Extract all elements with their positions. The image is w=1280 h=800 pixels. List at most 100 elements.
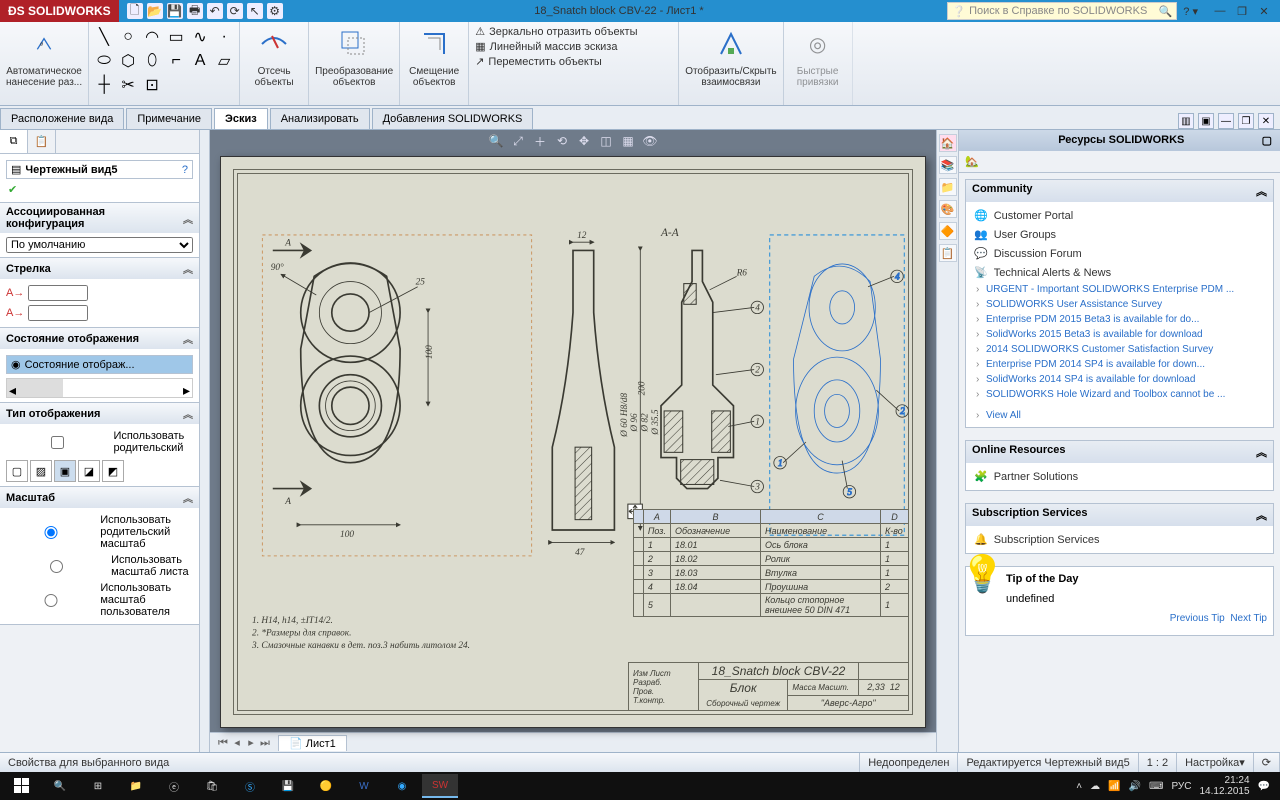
zoom-area-icon[interactable]: ⤢	[509, 132, 527, 150]
volume-icon[interactable]: 🔊	[1129, 781, 1141, 792]
user-groups-link[interactable]: 👥User Groups	[974, 225, 1265, 244]
zoom-fit-icon[interactable]: 🔍	[487, 132, 505, 150]
display-state-item[interactable]: ◉ Состояние отображ...	[6, 355, 193, 374]
yandex-icon[interactable]: 🟡	[308, 774, 344, 798]
news-item[interactable]: Enterprise PDM 2015 Beta3 is available f…	[974, 312, 1265, 327]
taskview-icon[interactable]: ⊞	[80, 774, 116, 798]
graphics-area[interactable]: 🔍 ⤢ ＋ ⟲ ✥ ◫ ▦ 👁	[210, 130, 936, 752]
ribbon-linear-pattern[interactable]: ▦Линейный массив эскиза	[475, 39, 617, 54]
status-custom[interactable]: Настройка ▾	[1177, 753, 1254, 772]
close-button[interactable]: ✕	[1254, 3, 1274, 19]
scale-sheet-radio[interactable]: Использовать масштаб листа	[6, 552, 193, 580]
search-taskbar-icon[interactable]: 🔍	[42, 774, 78, 798]
tab-view-layout[interactable]: Расположение вида	[0, 108, 124, 129]
scroll-left-icon[interactable]: ◂	[9, 382, 16, 399]
tray-expand-icon[interactable]: ˄	[1076, 781, 1082, 792]
sheet-tab-1[interactable]: 📄 Лист1	[278, 735, 347, 751]
collapse-icon[interactable]: ︽	[183, 211, 193, 226]
open-icon[interactable]: 📂	[147, 3, 163, 19]
home-icon[interactable]: 🏡	[965, 155, 979, 168]
news-item[interactable]: SolidWorks 2015 Beta3 is available for d…	[974, 327, 1265, 342]
news-item[interactable]: SOLIDWORKS Hole Wizard and Toolbox canno…	[974, 387, 1265, 402]
view-all-link[interactable]: View All	[974, 408, 1265, 423]
tab-annotation[interactable]: Примечание	[126, 108, 212, 129]
title-block[interactable]: Изм ЛистРазраб.Пров.Т.контр. 18_Snatch b…	[628, 662, 909, 711]
kompas-icon[interactable]: ◉	[384, 774, 420, 798]
rebuild-icon[interactable]: ⟳	[227, 3, 243, 19]
fillet-icon[interactable]: ⌐	[165, 50, 187, 72]
construction-icon[interactable]: ⊡	[141, 74, 163, 96]
word-icon[interactable]: W	[346, 774, 382, 798]
discussion-forum-link[interactable]: 💬Discussion Forum	[974, 244, 1265, 263]
news-item[interactable]: 2014 SOLIDWORKS Customer Satisfaction Su…	[974, 342, 1265, 357]
ribbon-quick-snaps[interactable]: ◎ Быстрые привязки	[784, 22, 853, 105]
arrow-dim-1[interactable]	[28, 285, 88, 301]
news-item[interactable]: SOLIDWORKS User Assistance Survey	[974, 297, 1265, 312]
circle-icon[interactable]: ○	[117, 26, 139, 48]
ribbon-convert-entities[interactable]: Преобразование объектов	[309, 22, 400, 105]
bom-table[interactable]: ABCD Поз.ОбозначениеНаименованиеК-во 118…	[633, 509, 909, 617]
scale-parent-radio[interactable]: Использовать родительский масштаб	[6, 512, 193, 552]
help-pin-icon[interactable]: ?	[182, 164, 188, 176]
ribbon-display-relations[interactable]: Отобразить/Скрыть взаимосвязи	[679, 22, 783, 105]
ribbon-mirror[interactable]: ⚠Зеркально отразить объекты	[475, 24, 637, 39]
language-indicator[interactable]: РУС	[1171, 781, 1191, 792]
slot-icon[interactable]: ⬭	[93, 50, 115, 72]
left-splitter[interactable]	[200, 130, 210, 752]
point-icon[interactable]: ·	[213, 26, 235, 48]
taskbar-clock[interactable]: 21:2414.12.2015	[1199, 775, 1249, 797]
pan-icon[interactable]: ✥	[575, 132, 593, 150]
new-icon[interactable]: 🗋	[127, 3, 143, 19]
doc-minimize-icon[interactable]: —	[1218, 113, 1234, 129]
collapse-icon[interactable]: ︽	[183, 490, 193, 505]
drawing-view-item[interactable]: ▤ Чертежный вид5 ?	[6, 160, 193, 179]
print-icon[interactable]: 🖶	[187, 3, 203, 19]
news-item[interactable]: SolidWorks 2014 SP4 is available for dow…	[974, 372, 1265, 387]
section-icon[interactable]: ◫	[597, 132, 615, 150]
save-app-icon[interactable]: 💾	[270, 774, 306, 798]
tab-evaluate[interactable]: Анализировать	[270, 108, 370, 129]
select-icon[interactable]: ↖	[247, 3, 263, 19]
tab-addins[interactable]: Добавления SOLIDWORKS	[372, 108, 534, 129]
collapse-icon[interactable]: ︽	[183, 261, 193, 276]
arrow-dim-2[interactable]	[28, 305, 88, 321]
ellipse-icon[interactable]: ⬯	[141, 50, 163, 72]
explorer-icon[interactable]: 📁	[118, 774, 154, 798]
text-icon[interactable]: A	[189, 50, 211, 72]
display-style-icon[interactable]: ▦	[619, 132, 637, 150]
use-parent-display-checkbox[interactable]: Использовать родительский	[6, 428, 193, 456]
maximize-button[interactable]: ❐	[1232, 3, 1252, 19]
minimize-button[interactable]: —	[1210, 3, 1230, 19]
ribbon-sketch-tools[interactable]: ╲ ○ ◠ ▭ ∿ · ⬭ ⬡ ⬯ ⌐ A ▱ ┼ ✂ ⊡	[89, 22, 240, 105]
collapse-icon[interactable]: ︽	[183, 406, 193, 421]
help-dropdown[interactable]: ? ▾	[1177, 5, 1204, 18]
sheet-first-icon[interactable]: ⏮	[216, 737, 230, 750]
rotate-icon[interactable]: ⟲	[553, 132, 571, 150]
keyboard-icon[interactable]: ⌨	[1149, 781, 1163, 792]
plane-icon[interactable]: ▱	[213, 50, 235, 72]
solidworks-taskbar-icon[interactable]: SW	[422, 774, 458, 798]
spline-icon[interactable]: ∿	[189, 26, 211, 48]
scroll-right-icon[interactable]: ▸	[183, 382, 190, 399]
ribbon-move-entities[interactable]: ↗Переместить объекты	[475, 54, 602, 69]
view-palette-tab-icon[interactable]: 🎨	[939, 200, 957, 218]
ribbon-group-smart-dimension[interactable]: ø Автоматическое нанесение раз...	[0, 22, 89, 105]
shaded-icon[interactable]: ◩	[102, 460, 124, 482]
polygon-icon[interactable]: ⬡	[117, 50, 139, 72]
start-button[interactable]	[4, 774, 40, 798]
technical-alerts-link[interactable]: 📡Technical Alerts & News	[974, 263, 1265, 282]
action-center-icon[interactable]: 💬	[1258, 781, 1270, 792]
trim-icon2[interactable]: ✂	[117, 74, 139, 96]
next-tip-link[interactable]: Next Tip	[1230, 613, 1267, 624]
tab-sketch[interactable]: Эскиз	[214, 108, 268, 129]
store-icon[interactable]: 🛍	[194, 774, 230, 798]
zoom-in-icon[interactable]: ＋	[531, 132, 549, 150]
ribbon-offset-entities[interactable]: Смещение объектов	[400, 22, 469, 105]
appearances-tab-icon[interactable]: 🔶	[939, 222, 957, 240]
sheet-next-icon[interactable]: ▸	[244, 736, 258, 749]
scale-user-radio[interactable]: Использовать масштаб пользователя	[6, 580, 193, 620]
prev-tip-link[interactable]: Previous Tip	[1170, 613, 1225, 624]
fm-tab-config-icon[interactable]: 📋	[28, 130, 56, 153]
wireframe-icon[interactable]: ▢	[6, 460, 28, 482]
centerline-icon[interactable]: ┼	[93, 74, 115, 96]
